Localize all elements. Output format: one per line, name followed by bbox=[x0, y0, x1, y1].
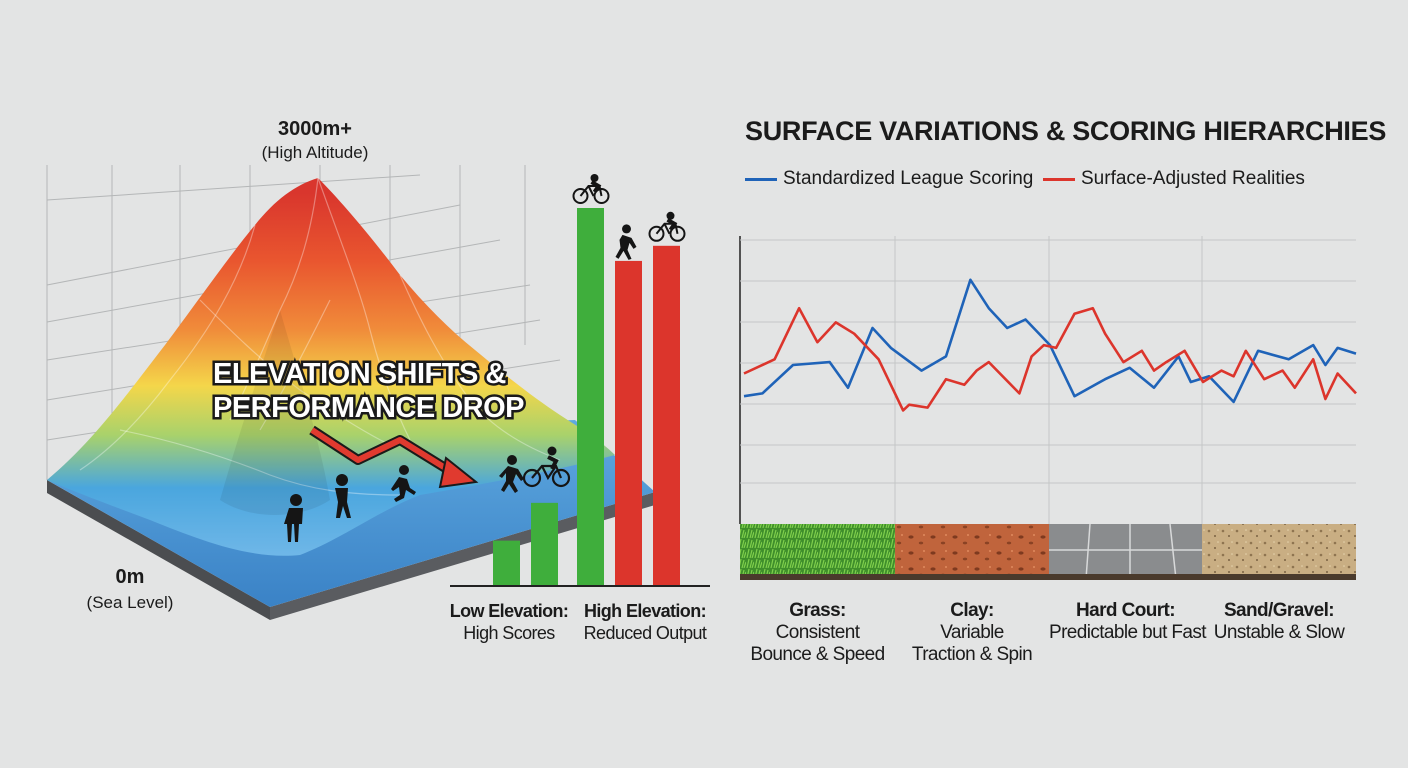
standing-person-icon bbox=[284, 494, 303, 542]
bar bbox=[615, 260, 642, 586]
legend-label: Surface-Adjusted Realities bbox=[1081, 168, 1305, 189]
sea-level-label: 0m (Sea Level) bbox=[70, 566, 190, 613]
surface-name: Grass: bbox=[789, 600, 846, 621]
legend-swatch bbox=[745, 177, 777, 181]
legend-label: Standardized League Scoring bbox=[783, 168, 1034, 189]
surface-strips bbox=[740, 523, 1356, 580]
mountain-ridges bbox=[79, 177, 561, 496]
hard-court-surface bbox=[1049, 523, 1202, 580]
surface-desc-line1: Variable bbox=[940, 622, 1004, 643]
bar bbox=[653, 245, 680, 587]
clay-surface bbox=[895, 524, 1049, 579]
bar-group-label: High Elevation: bbox=[583, 601, 707, 621]
bar-group-label: Low Elevation: bbox=[449, 601, 569, 621]
surface-name: Clay: bbox=[950, 600, 994, 621]
performance-drop-arrow bbox=[309, 425, 479, 489]
sand-gravel-surface bbox=[1202, 524, 1356, 579]
grass-surface bbox=[740, 524, 895, 579]
elevation-illustration: ELEVATION SHIFTS & PERFORMANCE DROP bbox=[46, 165, 655, 620]
mountain-shadow bbox=[220, 310, 330, 515]
bar-group-sublabel: High Scores bbox=[463, 623, 555, 643]
series-line bbox=[743, 278, 1357, 404]
bar-group-high-caption: High Elevation: Reduced Output bbox=[578, 600, 712, 644]
running-person-icon bbox=[391, 465, 416, 502]
surface-caption-hard-court: Hard Court: Predictable but Fast bbox=[1049, 600, 1207, 644]
legend-item-standardized: Standardized League Scoring bbox=[745, 168, 1033, 190]
terrain-base-side bbox=[270, 492, 655, 620]
surface-name: Sand/Gravel: bbox=[1223, 600, 1335, 621]
surface-name: Hard Court: bbox=[1076, 600, 1176, 621]
bar-group-sublabel: Reduced Output bbox=[583, 623, 707, 643]
surface-desc-line1: Predictable but Fast bbox=[1049, 622, 1207, 643]
surface-desc-line1: Consistent bbox=[775, 622, 860, 643]
bar bbox=[577, 208, 604, 586]
pushing-person-icon bbox=[499, 455, 524, 493]
bar bbox=[493, 540, 520, 586]
surface-desc-line1: Unstable & Slow bbox=[1213, 622, 1345, 643]
surface-desc-line2: Bounce & Speed bbox=[750, 644, 885, 665]
headline-line2: PERFORMANCE DROP bbox=[213, 392, 524, 424]
bar bbox=[531, 502, 558, 586]
walking-person-icon bbox=[335, 474, 351, 518]
gridlines bbox=[740, 236, 1356, 524]
series-line bbox=[743, 306, 1357, 412]
elevation-bottom-value: 0m bbox=[115, 566, 145, 588]
legend-item-surface-adjusted: Surface-Adjusted Realities bbox=[1043, 168, 1305, 190]
pushing-person-icon bbox=[615, 224, 637, 260]
surface-desc-line2: Traction & Spin bbox=[911, 644, 1033, 665]
surface-caption-clay: Clay: Variable Traction & Spin bbox=[895, 600, 1049, 666]
surface-line-chart bbox=[739, 236, 1357, 580]
surface-caption-grass: Grass: Consistent Bounce & Speed bbox=[740, 600, 895, 666]
chart-title: SURFACE VARIATIONS & SCORING HIERARCHIES bbox=[745, 116, 1387, 146]
surface-caption-sand-gravel: Sand/Gravel: Unstable & Slow bbox=[1202, 600, 1356, 644]
bar-group-low-caption: Low Elevation: High Scores bbox=[446, 600, 572, 644]
terrain-base-edge bbox=[47, 480, 270, 620]
cyclist-icon bbox=[522, 446, 571, 488]
legend-swatch bbox=[1043, 177, 1075, 181]
elevation-bottom-caption: (Sea Level) bbox=[86, 593, 174, 612]
headline-line1: ELEVATION SHIFTS & bbox=[213, 358, 506, 390]
high-altitude-label: 3000m+ (High Altitude) bbox=[255, 118, 375, 163]
elevation-bar-chart bbox=[450, 174, 710, 587]
cyclist-icon bbox=[648, 211, 686, 242]
elevation-top-value: 3000m+ bbox=[278, 118, 352, 140]
cyclist-icon bbox=[572, 174, 610, 204]
mountain bbox=[47, 178, 615, 556]
elevation-top-caption: (High Altitude) bbox=[261, 143, 369, 162]
